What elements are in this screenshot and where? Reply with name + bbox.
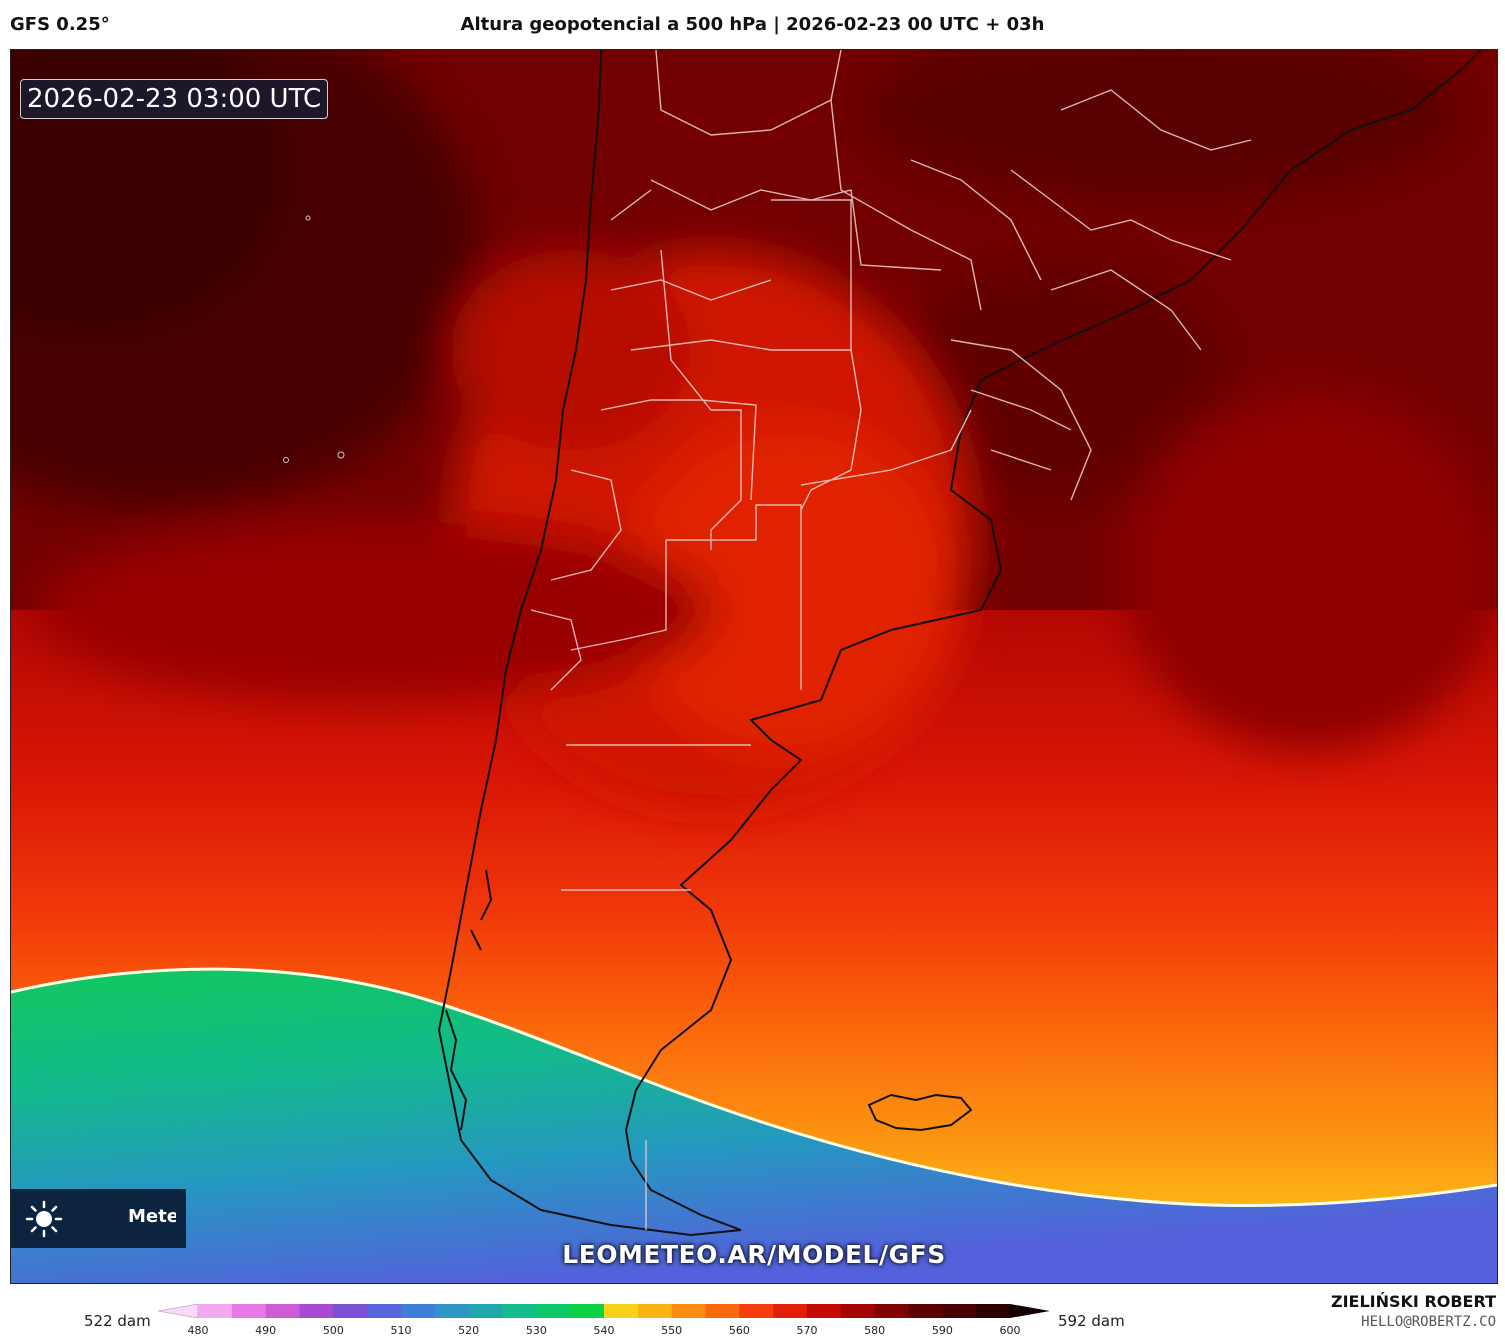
coastline [437,50,1482,1237]
colorbar-cell [401,1304,436,1318]
colorbar-cell [773,1304,808,1318]
colorbar-cell [807,1304,842,1318]
colorbar-cell [739,1304,774,1318]
geopotential-field [11,50,1497,1283]
colorbar-cell [976,1304,1011,1318]
colorbar-cell [299,1304,334,1318]
colorbar-cell [604,1304,639,1318]
colorbar-cell [367,1304,402,1318]
watermark-url: LEOMETEO.AR/MODEL/GFS [562,1240,946,1269]
falkland-islands [867,1093,973,1132]
colorbar-tick-label: 580 [864,1324,886,1337]
map-title: Altura geopotencial a 500 hPa | 2026-02-… [460,14,1045,35]
valid-time-label: 2026-02-23 03:00 UTC [20,79,329,119]
colorbar-cell [502,1304,537,1318]
sun-icon [25,1200,63,1238]
colorbar-tick-label: 490 [255,1324,277,1337]
colorbar-tick-label: 560 [728,1324,750,1337]
colorbar-cell [908,1304,943,1318]
colorbar-extension-high [1010,1304,1050,1318]
colorbar-cell [468,1304,503,1318]
model-label: GFS 0.25° [10,14,110,35]
colorbar-cell [840,1304,876,1318]
colorbar-max-label: 592 dam [1058,1312,1125,1330]
colorbar-cell [570,1304,605,1318]
colorbar-cell [434,1304,470,1318]
colorbar [158,1303,1050,1319]
colorbar-cell [637,1304,673,1318]
colorbar-tick-label: 600 [999,1324,1021,1337]
colorbar-tick-label: 530 [525,1324,547,1337]
colorbar-cell [231,1304,267,1318]
colorbar-tick-label: 570 [796,1324,818,1337]
colorbar-cell [874,1304,909,1318]
colorbar-tick-label: 500 [322,1324,344,1337]
colorbar-cell [705,1304,740,1318]
colorbar-tick-label: 550 [661,1324,683,1337]
author-name: ZIELIŃSKI ROBERT [1330,1292,1496,1311]
colorbar-cell [333,1304,368,1318]
map-panel: 2026-02-23 03:00 UTC Meteo LEOMETEO.AR/M… [10,49,1498,1284]
colorbar-tick-label: 480 [187,1324,209,1337]
colorbar-cell [198,1304,233,1318]
colorbar-cell [671,1304,706,1318]
colorbar-tick-label: 510 [390,1324,412,1337]
colorbar-tick-label: 590 [931,1324,953,1337]
colorbar-cell [265,1304,300,1318]
colorbar-cell [536,1304,571,1318]
author-email[interactable]: HELLO@ROBERTZ.CO [1361,1314,1496,1330]
colorbar-tick-label: 520 [458,1324,480,1337]
logo-text: Meteo [128,1206,176,1227]
colorbar-tick-label: 540 [593,1324,615,1337]
contour-552 [11,967,1497,1207]
colorbar-min-label: 522 dam [84,1312,151,1330]
brand-logo[interactable]: Meteo [11,1189,186,1248]
colorbar-cell [942,1304,977,1318]
colorbar-extension-low [158,1303,199,1319]
admin-borders [530,50,1252,1230]
